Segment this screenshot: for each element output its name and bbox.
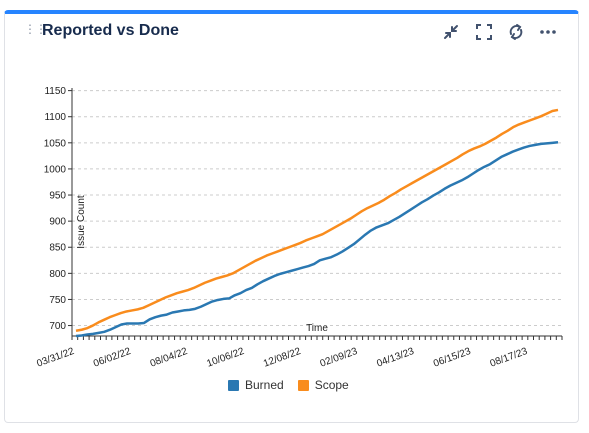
minimize-icon[interactable]	[441, 22, 461, 42]
legend-label-burned: Burned	[245, 378, 284, 392]
legend-item-scope[interactable]: Scope	[297, 378, 349, 392]
y-tick-label: 1050	[44, 138, 67, 149]
y-tick-label: 1100	[44, 112, 66, 123]
x-tick-label: 06/15/23	[432, 346, 473, 370]
y-tick-label: 1150	[44, 86, 66, 97]
fullscreen-icon[interactable]	[474, 22, 494, 42]
chart-card	[4, 10, 579, 423]
refresh-icon[interactable]	[506, 22, 526, 42]
y-tick-label: 900	[49, 217, 66, 228]
x-axis-label: Time	[306, 323, 328, 334]
page-title: Reported vs Done	[42, 22, 179, 39]
x-tick-label: 10/06/22	[205, 346, 246, 370]
y-tick-label: 950	[49, 191, 66, 202]
x-tick-label: 06/02/22	[92, 346, 133, 370]
legend-swatch-scope	[297, 379, 309, 391]
y-tick-label: 700	[49, 321, 66, 332]
x-tick-label: 02/09/23	[319, 346, 360, 370]
x-tick-label: 03/31/22	[35, 346, 76, 370]
x-tick-label: 08/17/23	[489, 346, 530, 370]
x-tick-label: 12/08/22	[262, 346, 303, 370]
chart-legend: Burned Scope	[228, 378, 349, 392]
legend-label-scope: Scope	[314, 378, 349, 392]
series-line-burned	[75, 141, 559, 338]
y-tick-label: 750	[49, 295, 66, 306]
x-tick-label: 08/04/22	[149, 346, 190, 370]
y-tick-label: 850	[49, 243, 66, 254]
x-tick-label: 04/13/23	[375, 346, 416, 370]
y-tick-label: 800	[49, 269, 66, 280]
legend-item-burned[interactable]: Burned	[228, 378, 284, 392]
more-icon[interactable]	[538, 22, 558, 42]
legend-swatch-burned	[228, 379, 239, 391]
y-tick-label: 1000	[44, 164, 67, 175]
series-line-scope	[75, 108, 559, 333]
y-axis-label: Issue Count	[76, 195, 87, 249]
